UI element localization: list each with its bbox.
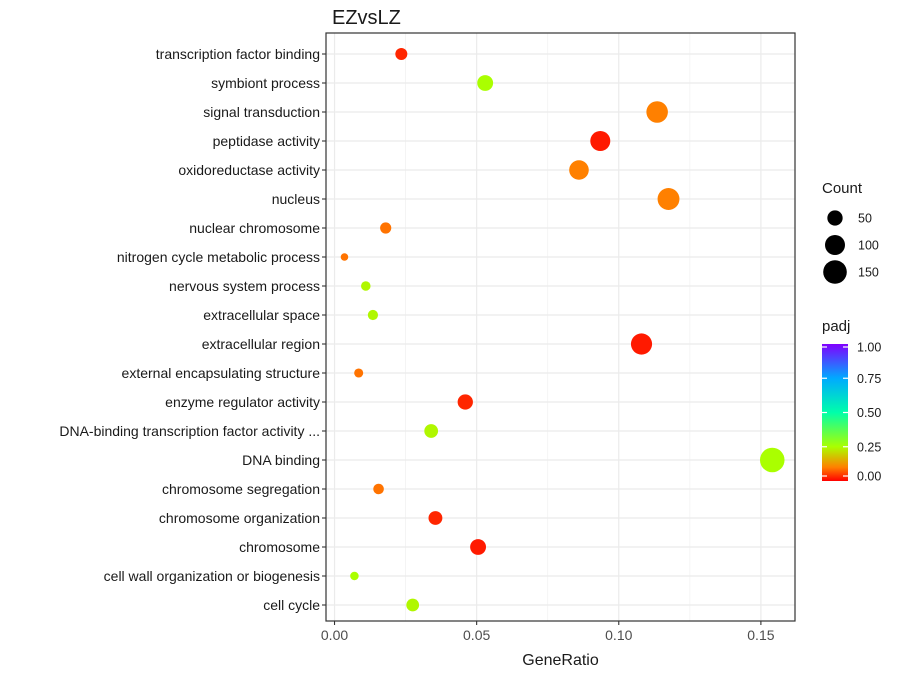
panel-border (325, 32, 796, 622)
padj-legend-label: 0.75 (857, 372, 881, 386)
data-point (477, 75, 494, 91)
data-point (373, 483, 384, 495)
data-point (395, 48, 408, 60)
x-tick-label: 0.10 (605, 627, 632, 643)
y-tick-label: chromosome (239, 539, 320, 555)
y-axis: transcription factor binding symbiont pro… (59, 46, 326, 613)
x-axis: 0.00 0.05 0.10 0.15 (321, 621, 775, 643)
count-legend-key (825, 235, 845, 255)
data-point (350, 571, 359, 581)
x-tick-label: 0.00 (321, 627, 348, 643)
y-tick-label: cell cycle (263, 597, 320, 613)
padj-legend: padj 0.00 0.25 0.50 0.75 1.00 (822, 318, 881, 484)
count-legend: Count 50 100 150 (822, 180, 879, 284)
plot-panel (325, 32, 796, 622)
y-tick-label: nuclear chromosome (189, 220, 320, 236)
count-legend-label: 150 (858, 266, 879, 280)
padj-legend-label: 0.25 (857, 440, 881, 454)
y-tick-label: enzyme regulator activity (165, 394, 320, 410)
y-tick-label: signal transduction (203, 104, 320, 120)
data-point (470, 539, 487, 555)
y-tick-label: cell wall organization or biogenesis (104, 568, 320, 584)
data-point (630, 333, 653, 355)
x-tick-label: 0.15 (747, 627, 774, 643)
data-point (457, 394, 473, 410)
y-tick-label: extracellular space (203, 307, 320, 323)
count-legend-label: 50 (858, 212, 872, 226)
y-tick-label: symbiont process (211, 75, 320, 91)
x-axis-title: GeneRatio (522, 652, 599, 669)
y-tick-label: nervous system process (169, 278, 320, 294)
y-tick-label: external encapsulating structure (122, 365, 321, 381)
y-tick-label: transcription factor binding (156, 46, 320, 62)
data-point (340, 253, 349, 261)
data-point (380, 222, 392, 234)
data-point (428, 511, 443, 525)
data-point (361, 281, 371, 291)
y-tick-label: nitrogen cycle metabolic process (117, 249, 320, 265)
data-point (367, 309, 378, 321)
padj-legend-label: 1.00 (857, 341, 881, 355)
y-tick-label: DNA-binding transcription factor activit… (59, 423, 320, 439)
y-tick-label: extracellular region (202, 336, 320, 352)
count-legend-key (823, 260, 847, 284)
data-points (340, 48, 785, 612)
count-legend-key (827, 210, 843, 226)
data-point (759, 447, 785, 473)
data-point (354, 368, 364, 378)
data-point (646, 101, 668, 123)
y-tick-label: nucleus (272, 191, 320, 207)
x-tick-label: 0.05 (463, 627, 490, 643)
y-tick-label: chromosome organization (159, 510, 320, 526)
count-legend-title: Count (822, 180, 863, 197)
data-point (569, 160, 589, 180)
y-tick-label: peptidase activity (213, 133, 320, 149)
count-legend-label: 100 (858, 239, 879, 253)
data-point (657, 188, 680, 210)
padj-legend-title: padj (822, 318, 850, 335)
data-point (590, 131, 611, 151)
y-tick-label: chromosome segregation (162, 481, 320, 497)
grid-lines (326, 33, 795, 621)
chart-title: EZvsLZ (332, 7, 401, 29)
data-point (424, 424, 439, 438)
padj-legend-label: 0.00 (857, 470, 881, 484)
data-point (406, 598, 420, 612)
panel-background (326, 33, 795, 621)
padj-legend-label: 0.50 (857, 406, 881, 420)
y-tick-label: DNA binding (242, 452, 320, 468)
y-tick-label: oxidoreductase activity (178, 162, 320, 178)
